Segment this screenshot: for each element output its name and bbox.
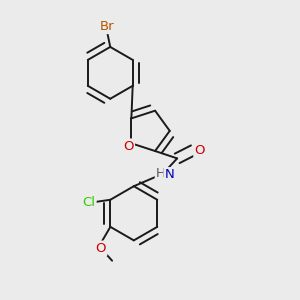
Text: O: O xyxy=(195,144,205,157)
Text: Cl: Cl xyxy=(82,196,95,208)
Text: Br: Br xyxy=(100,20,115,33)
Text: N: N xyxy=(165,168,174,182)
Text: O: O xyxy=(123,140,134,153)
Text: O: O xyxy=(96,242,106,255)
Text: H: H xyxy=(156,167,165,180)
